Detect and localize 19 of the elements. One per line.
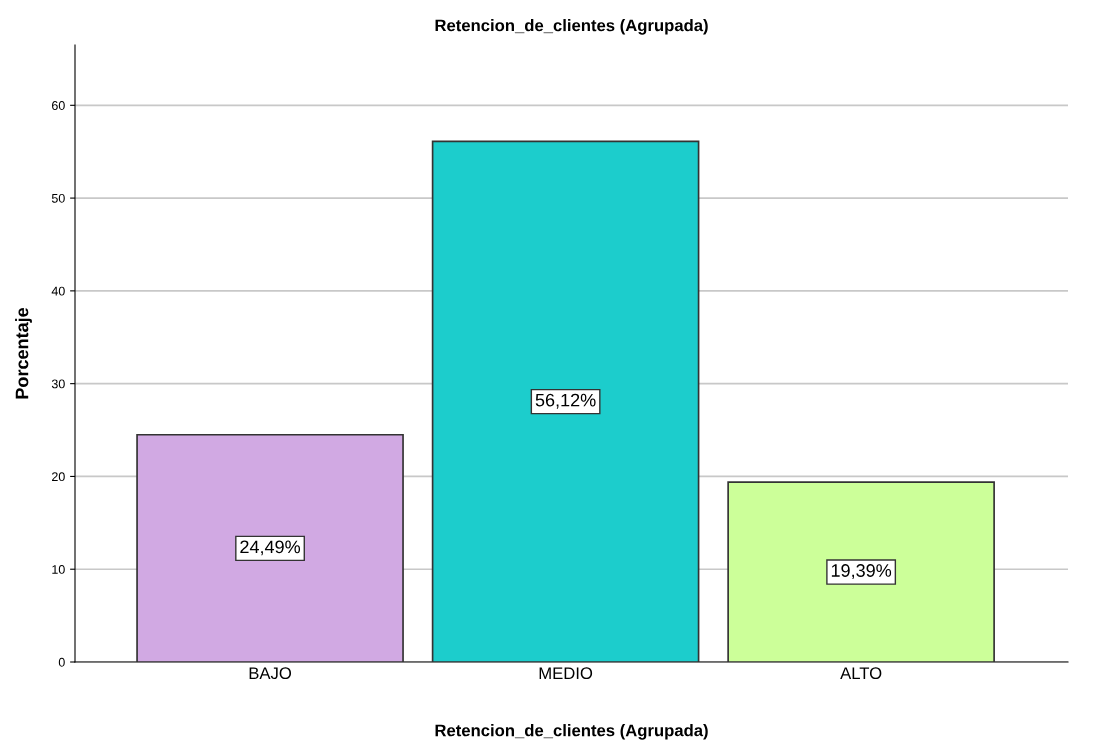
x-tick-label: MEDIO <box>539 667 593 680</box>
data-label: 56,12% <box>535 393 596 409</box>
y-tick-label: 30 <box>51 379 65 389</box>
data-label: 24,49% <box>240 540 301 556</box>
x-axis-title: Retencion_de_clientes (Agrupada) <box>435 724 708 740</box>
y-axis-title: Porcentaje <box>15 307 32 399</box>
x-tick-label: BAJO <box>249 667 292 680</box>
bar <box>727 481 995 662</box>
y-tick-label: 60 <box>52 101 65 110</box>
bar <box>431 140 700 662</box>
x-tick-label: ALTO <box>840 667 882 680</box>
data-label: 19,39% <box>831 564 892 580</box>
y-tick-label: 0 <box>58 657 65 667</box>
bar <box>136 433 404 662</box>
y-tick-label: 20 <box>52 472 65 482</box>
y-tick-label: 50 <box>51 193 65 203</box>
y-tick-label: 40 <box>51 286 65 296</box>
y-tick-label: 10 <box>52 565 65 574</box>
chart-title: Retencion_de_clientes (Agrupada) <box>435 19 708 35</box>
